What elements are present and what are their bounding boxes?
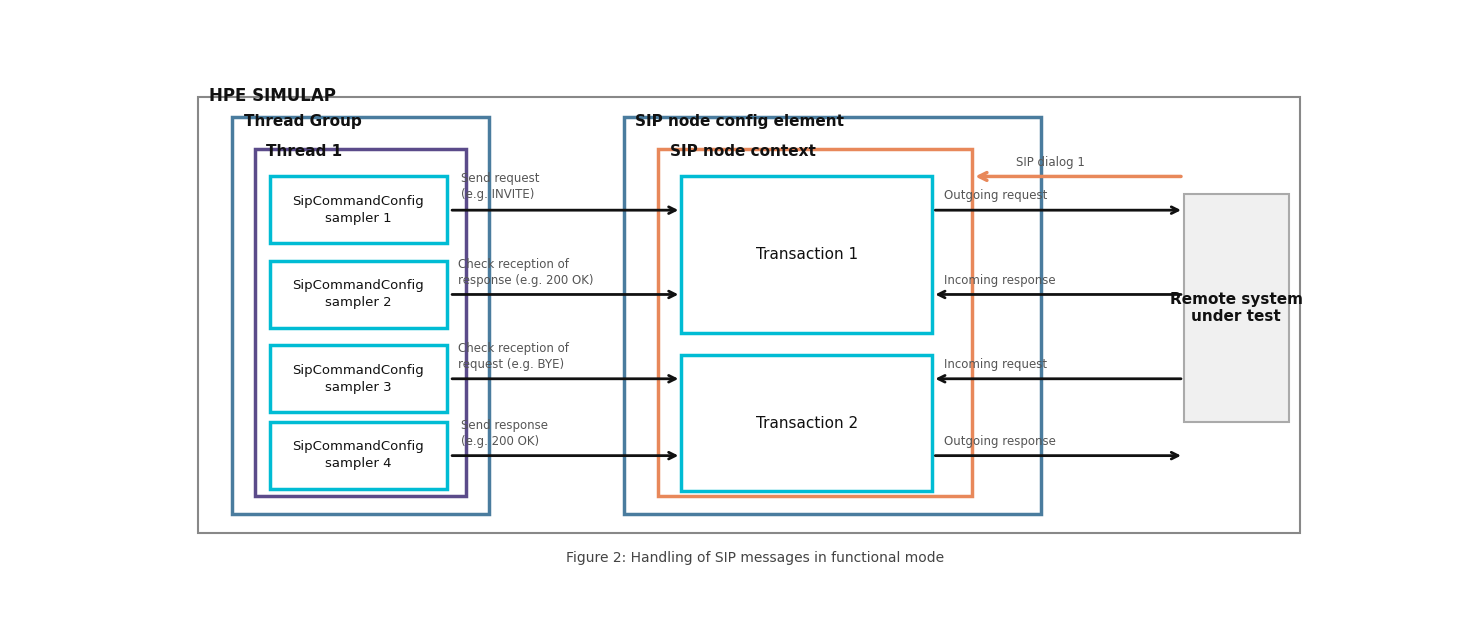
- Text: Check reception of
response (e.g. 200 OK): Check reception of response (e.g. 200 OK…: [458, 258, 594, 287]
- Text: Outgoing request: Outgoing request: [943, 189, 1048, 202]
- FancyBboxPatch shape: [233, 117, 489, 514]
- Text: SipCommandConfig
sampler 4: SipCommandConfig sampler 4: [292, 440, 425, 470]
- Text: SIP node context: SIP node context: [669, 144, 815, 159]
- Text: Outgoing response: Outgoing response: [943, 435, 1055, 448]
- Text: SipCommandConfig
sampler 3: SipCommandConfig sampler 3: [292, 363, 425, 393]
- Text: Incoming request: Incoming request: [943, 358, 1047, 371]
- Text: SIP node config element: SIP node config element: [635, 115, 845, 129]
- FancyBboxPatch shape: [659, 149, 973, 497]
- Text: HPE SIMULAP: HPE SIMULAP: [209, 86, 336, 104]
- FancyBboxPatch shape: [270, 261, 447, 328]
- Text: Thread 1: Thread 1: [267, 144, 342, 159]
- Text: Transaction 2: Transaction 2: [756, 416, 858, 431]
- FancyBboxPatch shape: [624, 117, 1041, 514]
- Text: Remote system
under test: Remote system under test: [1170, 292, 1303, 324]
- Text: Check reception of
request (e.g. BYE): Check reception of request (e.g. BYE): [458, 342, 569, 371]
- FancyBboxPatch shape: [270, 422, 447, 489]
- Text: Figure 2: Handling of SIP messages in functional mode: Figure 2: Handling of SIP messages in fu…: [566, 551, 945, 565]
- FancyBboxPatch shape: [681, 355, 933, 491]
- FancyBboxPatch shape: [270, 345, 447, 412]
- Text: Transaction 1: Transaction 1: [756, 247, 858, 262]
- Text: SIP dialog 1: SIP dialog 1: [1016, 156, 1085, 169]
- Text: Send response
(e.g. 200 OK): Send response (e.g. 200 OK): [461, 419, 548, 448]
- Text: Send request
(e.g. INVITE): Send request (e.g. INVITE): [461, 172, 539, 201]
- FancyBboxPatch shape: [1184, 194, 1288, 422]
- FancyBboxPatch shape: [681, 176, 933, 333]
- Text: SipCommandConfig
sampler 2: SipCommandConfig sampler 2: [292, 279, 425, 309]
- Text: Incoming response: Incoming response: [943, 274, 1055, 287]
- FancyBboxPatch shape: [198, 97, 1300, 533]
- FancyBboxPatch shape: [270, 176, 447, 243]
- Text: SipCommandConfig
sampler 1: SipCommandConfig sampler 1: [292, 195, 425, 225]
- FancyBboxPatch shape: [255, 149, 466, 497]
- Text: Thread Group: Thread Group: [243, 115, 361, 129]
